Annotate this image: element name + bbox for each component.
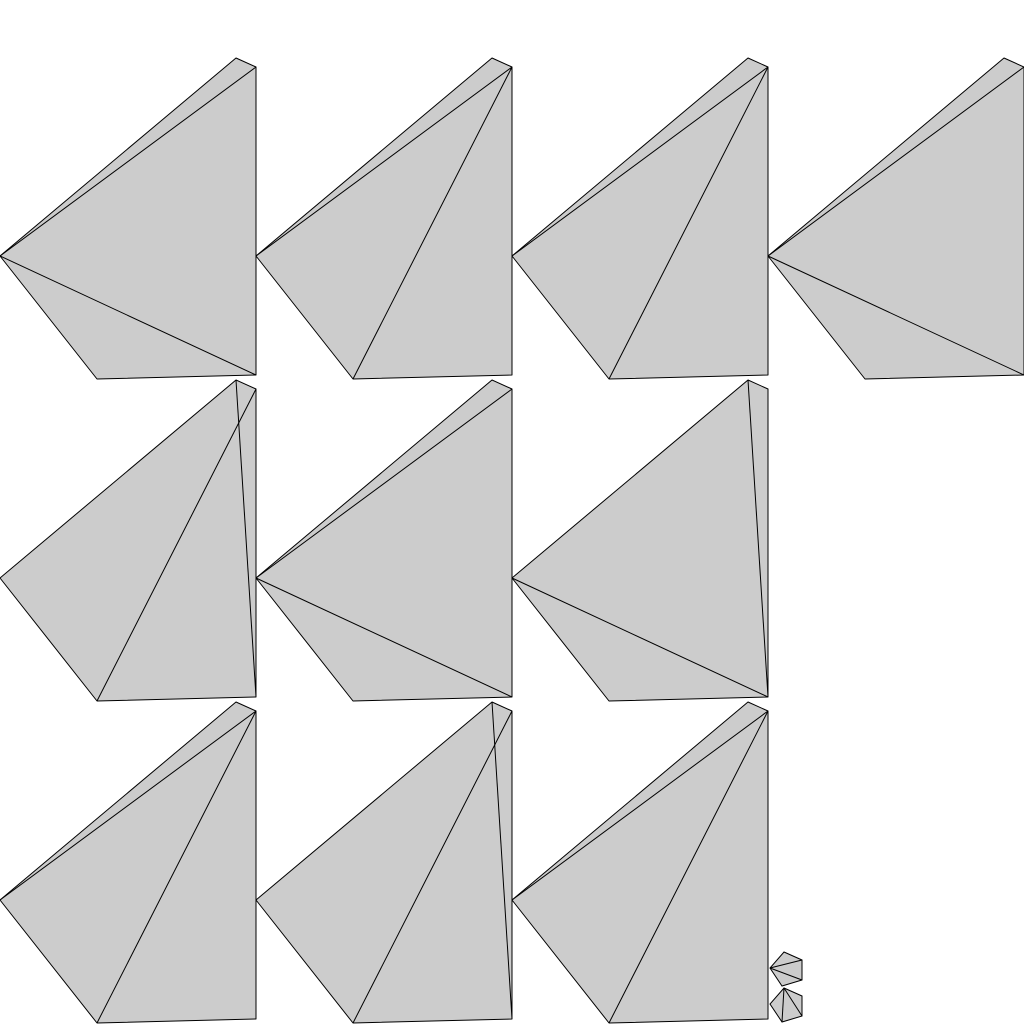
pentagon-outline xyxy=(255,57,513,380)
diagonal-edge xyxy=(511,577,769,698)
pentagon-outline xyxy=(255,379,513,702)
thumbnail-diagonal xyxy=(781,987,785,1023)
thumbnail-diagonal xyxy=(769,959,803,969)
pentagon-outline xyxy=(0,701,257,1024)
diagonal-edge xyxy=(491,701,513,1020)
triangulated-pentagon xyxy=(511,379,769,702)
thumbnail-outline xyxy=(769,951,803,987)
diagonal-edge xyxy=(767,66,1024,257)
diagonal-edge xyxy=(352,710,513,1024)
diagonal-edge xyxy=(255,388,513,579)
shapes-layer xyxy=(0,57,1024,1024)
triangulated-pentagon xyxy=(0,701,257,1024)
triangulated-pentagon xyxy=(511,57,769,380)
triangulated-pentagon xyxy=(0,57,257,380)
triangulated-pentagon xyxy=(0,379,257,702)
thumbnail-outline xyxy=(769,987,803,1023)
thumbnail-diagonal xyxy=(783,987,803,1017)
diagonal-edge xyxy=(235,379,257,698)
diagonal-edge xyxy=(255,66,513,257)
diagonal-edge xyxy=(608,66,769,380)
diagonal-edge xyxy=(352,66,513,380)
diagonal-edge xyxy=(767,255,1024,376)
pentagon-outline xyxy=(511,57,769,380)
diagonal-edge xyxy=(608,710,769,1024)
pentagon-outline xyxy=(511,701,769,1024)
triangulated-pentagon xyxy=(511,701,769,1024)
thumbnail-diagonal xyxy=(769,967,803,981)
pentagon-outline xyxy=(0,57,257,380)
thumbnails-layer xyxy=(769,951,803,1023)
diagonal-edge xyxy=(255,577,513,698)
pentagon-thumbnail xyxy=(769,951,803,987)
pentagon-outline xyxy=(767,57,1024,380)
triangulated-pentagon xyxy=(255,701,513,1024)
pentagon-outline xyxy=(255,701,513,1024)
diagonal-edge xyxy=(0,710,257,901)
diagonal-edge xyxy=(511,710,769,901)
triangulated-pentagon xyxy=(255,379,513,702)
triangulated-pentagon xyxy=(767,57,1024,380)
diagonal-edge xyxy=(747,379,769,698)
triangulated-pentagon xyxy=(255,57,513,380)
pentagon-outline xyxy=(511,379,769,702)
diagonal-edge xyxy=(0,255,257,376)
diagonal-edge xyxy=(511,66,769,257)
diagonal-edge xyxy=(96,710,257,1024)
pentagon-thumbnail xyxy=(769,987,803,1023)
diagonal-edge xyxy=(96,388,257,702)
pentagon-outline xyxy=(0,379,257,702)
diagonal-edge xyxy=(0,66,257,257)
